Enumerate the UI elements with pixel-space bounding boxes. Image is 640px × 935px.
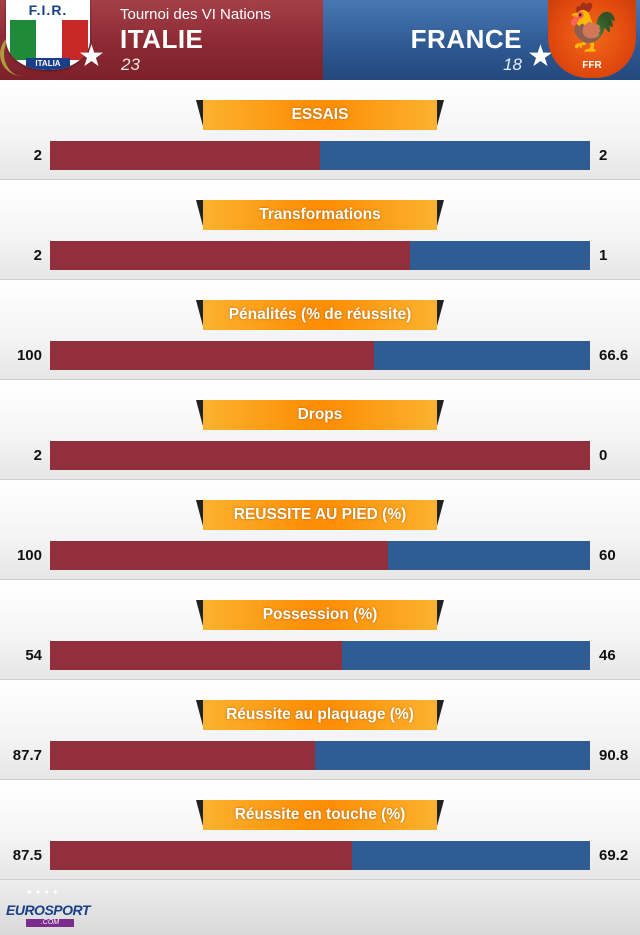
- laurel-icon: [0, 32, 30, 76]
- france-federation-rooster-icon: 🐓 FFR: [548, 0, 636, 78]
- rooster-icon: 🐓: [563, 1, 621, 53]
- away-bar: [50, 841, 590, 870]
- away-bar: [50, 141, 590, 170]
- tab-corner-right: [436, 500, 444, 530]
- away-stat-value: 0: [599, 447, 608, 464]
- tab-corner-right: [436, 300, 444, 330]
- stat-label: ESSAIS: [203, 100, 437, 130]
- stat-label-tab: ESSAIS: [196, 100, 444, 130]
- stat-row: Possession (%) 54 46: [0, 580, 640, 680]
- match-header: F.I.R. ITALIA ★ Tournoi des VI Nations I…: [0, 0, 640, 80]
- star-icon: ★: [78, 40, 105, 73]
- stat-label-tab: Transformations: [196, 200, 444, 230]
- home-bar: [50, 441, 590, 470]
- tab-corner-right: [436, 400, 444, 430]
- away-bar: [50, 341, 590, 370]
- tab-corner-right: [436, 700, 444, 730]
- home-stat-value: 2: [33, 247, 42, 264]
- home-bar: [50, 641, 342, 670]
- away-bar: [50, 641, 590, 670]
- stat-label-tab: REUSSITE AU PIED (%): [196, 500, 444, 530]
- home-bar: [50, 841, 352, 870]
- tab-corner-left: [196, 500, 204, 530]
- flag-stripe-red: [62, 20, 88, 60]
- tab-corner-left: [196, 200, 204, 230]
- home-bar: [50, 341, 374, 370]
- stat-label-tab: Possession (%): [196, 600, 444, 630]
- shield-banner: ITALIA: [26, 58, 70, 70]
- home-team-name: ITALIE: [120, 24, 204, 54]
- tab-corner-left: [196, 300, 204, 330]
- away-stat-value: 46: [599, 647, 616, 664]
- stat-label-tab: Réussite au plaquage (%): [196, 700, 444, 730]
- tab-corner-left: [196, 100, 204, 130]
- tab-corner-right: [436, 100, 444, 130]
- away-stat-value: 90.8: [599, 747, 629, 764]
- home-stat-value: 100: [16, 347, 42, 364]
- away-team-score: 18: [503, 55, 522, 74]
- stat-row: Réussite au plaquage (%) 87.7 90.8: [0, 680, 640, 780]
- flag-stripe-green: [10, 20, 36, 60]
- home-stat-value: 87.5: [12, 847, 42, 864]
- stat-label: Transformations: [203, 200, 437, 230]
- stat-row: Transformations 2 1: [0, 180, 640, 280]
- stat-row: ESSAIS 2 2: [0, 80, 640, 180]
- stat-label: Possession (%): [203, 600, 437, 630]
- stat-label: Réussite en touche (%): [203, 800, 437, 830]
- tab-corner-left: [196, 700, 204, 730]
- stat-row: Réussite en touche (%) 87.5 69.2: [0, 780, 640, 880]
- stat-row: Pénalités (% de réussite) 100 66.6: [0, 280, 640, 380]
- tab-corner-left: [196, 600, 204, 630]
- away-bar: [50, 541, 590, 570]
- home-stat-value: 100: [16, 547, 42, 564]
- stat-label-tab: Pénalités (% de réussite): [196, 300, 444, 330]
- home-stat-value: 54: [25, 647, 42, 664]
- tab-corner-left: [196, 400, 204, 430]
- away-stat-value: 2: [599, 147, 608, 164]
- home-stat-value: 2: [33, 447, 42, 464]
- stat-row: REUSSITE AU PIED (%) 100 60: [0, 480, 640, 580]
- stat-row: Drops 2 0: [0, 380, 640, 480]
- tournament-title: Tournoi des VI Nations: [120, 6, 271, 23]
- stat-label: Réussite au plaquage (%): [203, 700, 437, 730]
- badge-letters: FFR: [582, 60, 602, 71]
- logo-domain-bar: .COM: [26, 919, 74, 927]
- tab-corner-right: [436, 600, 444, 630]
- stat-label: Drops: [203, 400, 437, 430]
- stars-icon: ✦✦✦✦: [26, 888, 61, 897]
- eurosport-logo: EUROSPORT: [6, 902, 90, 918]
- away-stat-value: 1: [599, 247, 608, 264]
- away-stat-value: 69.2: [599, 847, 629, 864]
- shield-letters: F.I.R.: [28, 2, 68, 18]
- home-stat-value: 2: [33, 147, 42, 164]
- flag-stripe-white: [36, 20, 62, 60]
- home-team-score: 23: [121, 55, 140, 74]
- tab-corner-right: [436, 200, 444, 230]
- footer: ✦✦✦✦ EUROSPORT .COM: [0, 880, 640, 935]
- home-stat-value: 87.7: [12, 747, 42, 764]
- home-bar: [50, 141, 320, 170]
- away-stat-value: 66.6: [599, 347, 629, 364]
- away-bar: [50, 741, 590, 770]
- away-bar: [50, 241, 590, 270]
- away-team-name: FRANCE: [410, 24, 522, 54]
- home-bar: [50, 241, 410, 270]
- stat-label: Pénalités (% de réussite): [203, 300, 437, 330]
- away-stat-value: 60: [599, 547, 616, 564]
- tab-corner-left: [196, 800, 204, 830]
- stat-label-tab: Drops: [196, 400, 444, 430]
- away-bar: [50, 441, 590, 470]
- home-bar: [50, 741, 315, 770]
- home-bar: [50, 541, 388, 570]
- italy-federation-shield-icon: F.I.R. ITALIA: [6, 0, 90, 70]
- tab-corner-right: [436, 800, 444, 830]
- stat-label: REUSSITE AU PIED (%): [203, 500, 437, 530]
- stat-label-tab: Réussite en touche (%): [196, 800, 444, 830]
